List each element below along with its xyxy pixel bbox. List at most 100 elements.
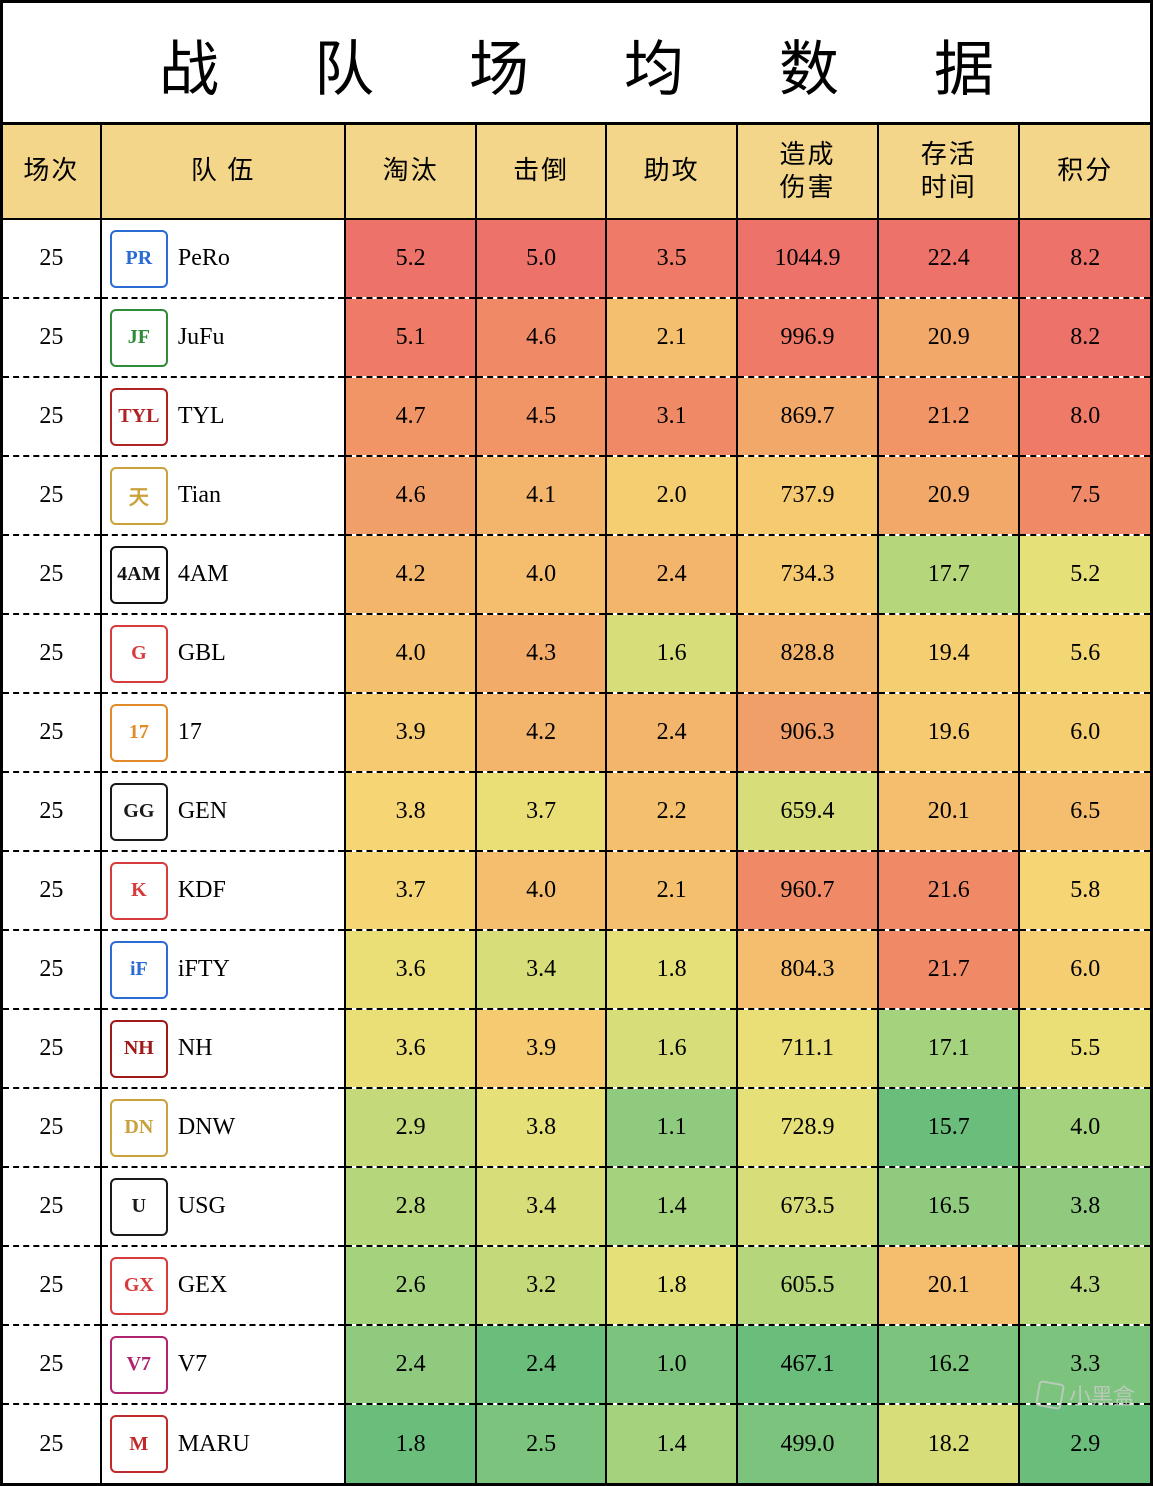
table-row: 25JFJuFu5.14.62.1996.920.98.2 (3, 298, 1150, 377)
stat-cell: 1.8 (345, 1404, 475, 1483)
team-logo-icon: JF (110, 309, 168, 367)
table-row: 25iFiFTY3.63.41.8804.321.76.0 (3, 930, 1150, 1009)
table-row: 25DNDNW2.93.81.1728.915.74.0 (3, 1088, 1150, 1167)
table-row: 25GGBL4.04.31.6828.819.45.6 (3, 614, 1150, 693)
stat-cell: 3.4 (476, 1167, 606, 1246)
team-cell: DNDNW (101, 1088, 346, 1167)
stat-cell: 467.1 (737, 1325, 878, 1404)
team-cell: GGGEN (101, 772, 346, 851)
games-cell: 25 (3, 377, 101, 456)
stat-cell: 21.6 (878, 851, 1019, 930)
stat-cell: 3.7 (476, 772, 606, 851)
stat-cell: 8.2 (1019, 219, 1150, 298)
column-header: 淘汰 (345, 125, 475, 219)
team-cell: KKDF (101, 851, 346, 930)
stat-cell: 869.7 (737, 377, 878, 456)
stat-cell: 828.8 (737, 614, 878, 693)
team-cell: UUSG (101, 1167, 346, 1246)
stat-cell: 5.0 (476, 219, 606, 298)
games-cell: 25 (3, 930, 101, 1009)
stat-cell: 3.6 (345, 1009, 475, 1088)
stat-cell: 1.4 (606, 1404, 736, 1483)
page-title: 战 队 场 均 数 据 (3, 3, 1150, 125)
team-logo-icon: PR (110, 230, 168, 288)
table-row: 25天Tian4.64.12.0737.920.97.5 (3, 456, 1150, 535)
team-logo-icon: GX (110, 1257, 168, 1315)
stat-cell: 3.7 (345, 851, 475, 930)
stat-cell: 906.3 (737, 693, 878, 772)
team-name-label: GEX (178, 1272, 227, 1299)
table-row: 25V7V72.42.41.0467.116.23.3 (3, 1325, 1150, 1404)
table-row: 25PRPeRo5.25.03.51044.922.48.2 (3, 219, 1150, 298)
stat-cell: 2.2 (606, 772, 736, 851)
games-cell: 25 (3, 456, 101, 535)
stat-cell: 2.1 (606, 851, 736, 930)
stat-cell: 804.3 (737, 930, 878, 1009)
stat-cell: 734.3 (737, 535, 878, 614)
stat-cell: 2.1 (606, 298, 736, 377)
stat-cell: 20.1 (878, 772, 1019, 851)
stat-cell: 499.0 (737, 1404, 878, 1483)
stat-cell: 3.9 (345, 693, 475, 772)
stat-cell: 4.0 (476, 535, 606, 614)
games-cell: 25 (3, 851, 101, 930)
team-logo-icon: U (110, 1178, 168, 1236)
team-name-label: KDF (178, 877, 226, 904)
games-cell: 25 (3, 1246, 101, 1325)
stat-cell: 1.6 (606, 1009, 736, 1088)
stat-cell: 4.7 (345, 377, 475, 456)
stat-cell: 4.1 (476, 456, 606, 535)
stat-cell: 5.5 (1019, 1009, 1150, 1088)
stat-cell: 605.5 (737, 1246, 878, 1325)
stat-cell: 21.7 (878, 930, 1019, 1009)
stat-cell: 5.6 (1019, 614, 1150, 693)
team-name-label: V7 (178, 1351, 207, 1378)
table-row: 25NHNH3.63.91.6711.117.15.5 (3, 1009, 1150, 1088)
stat-cell: 3.5 (606, 219, 736, 298)
stat-cell: 673.5 (737, 1167, 878, 1246)
stat-cell: 3.1 (606, 377, 736, 456)
stat-cell: 711.1 (737, 1009, 878, 1088)
stat-cell: 5.8 (1019, 851, 1150, 930)
games-cell: 25 (3, 1167, 101, 1246)
team-logo-icon: M (110, 1415, 168, 1473)
stat-cell: 3.8 (476, 1088, 606, 1167)
column-header: 积分 (1019, 125, 1150, 219)
stat-cell: 4.2 (345, 535, 475, 614)
stat-cell: 4.6 (345, 456, 475, 535)
stat-cell: 4.2 (476, 693, 606, 772)
watermark-icon (1035, 1380, 1065, 1410)
games-cell: 25 (3, 298, 101, 377)
team-cell: TYLTYL (101, 377, 346, 456)
team-name-label: GBL (178, 640, 226, 667)
team-name-label: JuFu (178, 324, 225, 351)
team-logo-icon: DN (110, 1099, 168, 1157)
stat-cell: 2.6 (345, 1246, 475, 1325)
stat-cell: 3.4 (476, 930, 606, 1009)
stat-cell: 8.0 (1019, 377, 1150, 456)
team-name-label: MARU (178, 1431, 250, 1458)
team-logo-icon: 天 (110, 467, 168, 525)
table-header: 场次队 伍淘汰击倒助攻造成伤害存活时间积分 (3, 125, 1150, 219)
stat-cell: 19.6 (878, 693, 1019, 772)
team-cell: 1717 (101, 693, 346, 772)
stat-cell: 3.8 (345, 772, 475, 851)
stat-cell: 2.4 (606, 535, 736, 614)
stat-cell: 3.8 (1019, 1167, 1150, 1246)
stat-cell: 2.0 (606, 456, 736, 535)
stat-cell: 996.9 (737, 298, 878, 377)
stat-cell: 4.3 (476, 614, 606, 693)
stat-cell: 1.4 (606, 1167, 736, 1246)
stat-cell: 1.1 (606, 1088, 736, 1167)
team-cell: PRPeRo (101, 219, 346, 298)
team-logo-icon: NH (110, 1020, 168, 1078)
team-cell: 天Tian (101, 456, 346, 535)
stat-cell: 2.9 (1019, 1404, 1150, 1483)
team-name-label: 17 (178, 719, 202, 746)
stat-cell: 17.1 (878, 1009, 1019, 1088)
team-cell: GGBL (101, 614, 346, 693)
table-row: 25MMARU1.82.51.4499.018.22.9 (3, 1404, 1150, 1483)
team-logo-icon: V7 (110, 1336, 168, 1394)
stat-cell: 4.0 (345, 614, 475, 693)
team-cell: GX GEX (101, 1246, 346, 1325)
